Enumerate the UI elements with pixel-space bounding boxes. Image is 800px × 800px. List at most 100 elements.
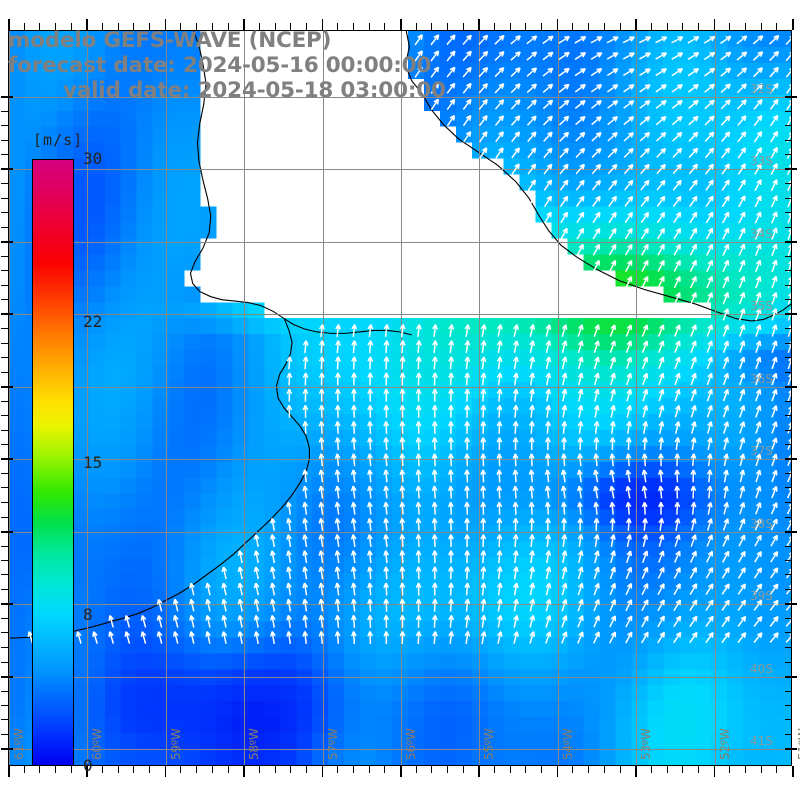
xtick-minor-top [525,23,527,30]
colorbar-unit-label: [m/s] [33,131,84,149]
ytick-minor-left [1,429,8,431]
xtick-minor-top [729,23,731,30]
xtick-minor-top [274,23,276,30]
xtick-minor [384,766,386,773]
xtick-minor-top [697,23,699,30]
xtick-minor [776,766,778,773]
ytick-minor [785,298,792,300]
xtick-minor [149,766,151,773]
ytick-major-left [1,603,13,605]
xtick-major [164,766,167,777]
xtick-minor-top [196,23,198,30]
xtick-minor [352,766,354,773]
colorbar-label-8: 8 [83,605,93,625]
ytick-minor [785,632,792,634]
xtick-minor-top [509,23,511,30]
xtick-minor [55,766,57,773]
ytick-minor [785,255,792,257]
ytick-major [785,603,797,605]
ytick-minor-left [1,661,8,663]
xtick-minor-top [55,23,57,30]
xtick-minor [744,766,746,773]
gridline-horizontal [9,604,791,605]
xtick-minor-top [650,23,652,30]
xtick-minor-top [666,23,668,30]
xtick-minor [729,766,731,773]
ytick-minor-left [1,443,8,445]
ytick-minor-left [1,139,8,141]
xtick-minor-top [431,23,433,30]
gridline-horizontal [9,242,791,243]
xtick-major [86,766,88,777]
longitude-label: 52ºW [717,728,732,760]
xtick-minor [415,766,417,773]
ytick-minor [785,400,792,402]
xtick-minor [603,766,605,773]
xtick-minor [760,766,762,773]
xtick-minor [211,766,213,773]
xtick-minor-top [258,23,260,30]
gridline-horizontal [9,459,791,460]
xtick-minor-top [39,23,41,30]
gridline-horizontal [9,387,791,388]
xtick-minor [509,766,511,773]
xtick-major-top [556,19,559,30]
ytick-minor [785,371,792,373]
ytick-major-left [1,676,13,678]
ytick-minor [785,443,792,445]
latitude-label: 35S [750,299,773,314]
xtick-minor-top [603,23,605,30]
xtick-minor [619,766,621,773]
xtick-minor-top [149,23,151,30]
xtick-major-top [164,19,167,30]
xtick-minor [666,766,668,773]
latitude-label: 37S [750,444,773,459]
xtick-minor [133,766,135,773]
xtick-minor [70,766,72,773]
ytick-minor-left [1,705,8,707]
ytick-minor-left [1,647,8,649]
longitude-label: 53ºW [639,728,654,760]
ytick-minor [785,690,792,692]
colorbar [32,159,74,766]
xtick-minor [117,766,119,773]
ytick-minor-left [1,327,8,329]
latitude-label: 32S [750,82,773,97]
ytick-minor-left [1,415,8,417]
xtick-minor [368,766,370,773]
ytick-minor [785,502,792,504]
wind-barb-overlay [27,34,791,644]
latitude-label: 33S [750,154,773,169]
xtick-minor [258,766,260,773]
ytick-major-left [1,386,13,388]
xtick-minor [290,766,292,773]
graticule-grid [9,31,791,765]
xtick-minor [697,766,699,773]
ytick-major [785,458,797,460]
ytick-minor-left [1,632,8,634]
xtick-minor-top [23,23,25,30]
xtick-minor [588,766,590,773]
xtick-minor [431,766,433,773]
xtick-major-top [321,19,324,30]
xtick-major [321,766,324,777]
xtick-major-top [635,19,637,30]
ytick-minor-left [1,298,8,300]
latitude-label: 40S [750,662,773,677]
gridline-vertical [479,31,480,765]
xtick-minor-top [337,23,339,30]
ytick-minor [785,429,792,431]
ytick-minor-left [1,487,8,489]
xtick-major-top [243,19,245,30]
xtick-minor-top [572,23,574,30]
xtick-minor-top [494,23,496,30]
ytick-minor [785,719,792,721]
xtick-major [243,766,245,777]
xtick-minor [305,766,307,773]
ytick-major [785,748,797,750]
xtick-major-top [792,19,794,30]
xtick-minor [682,766,684,773]
ytick-minor [785,153,792,155]
ytick-minor [785,560,792,562]
colorbar-label-15: 15 [83,452,103,472]
